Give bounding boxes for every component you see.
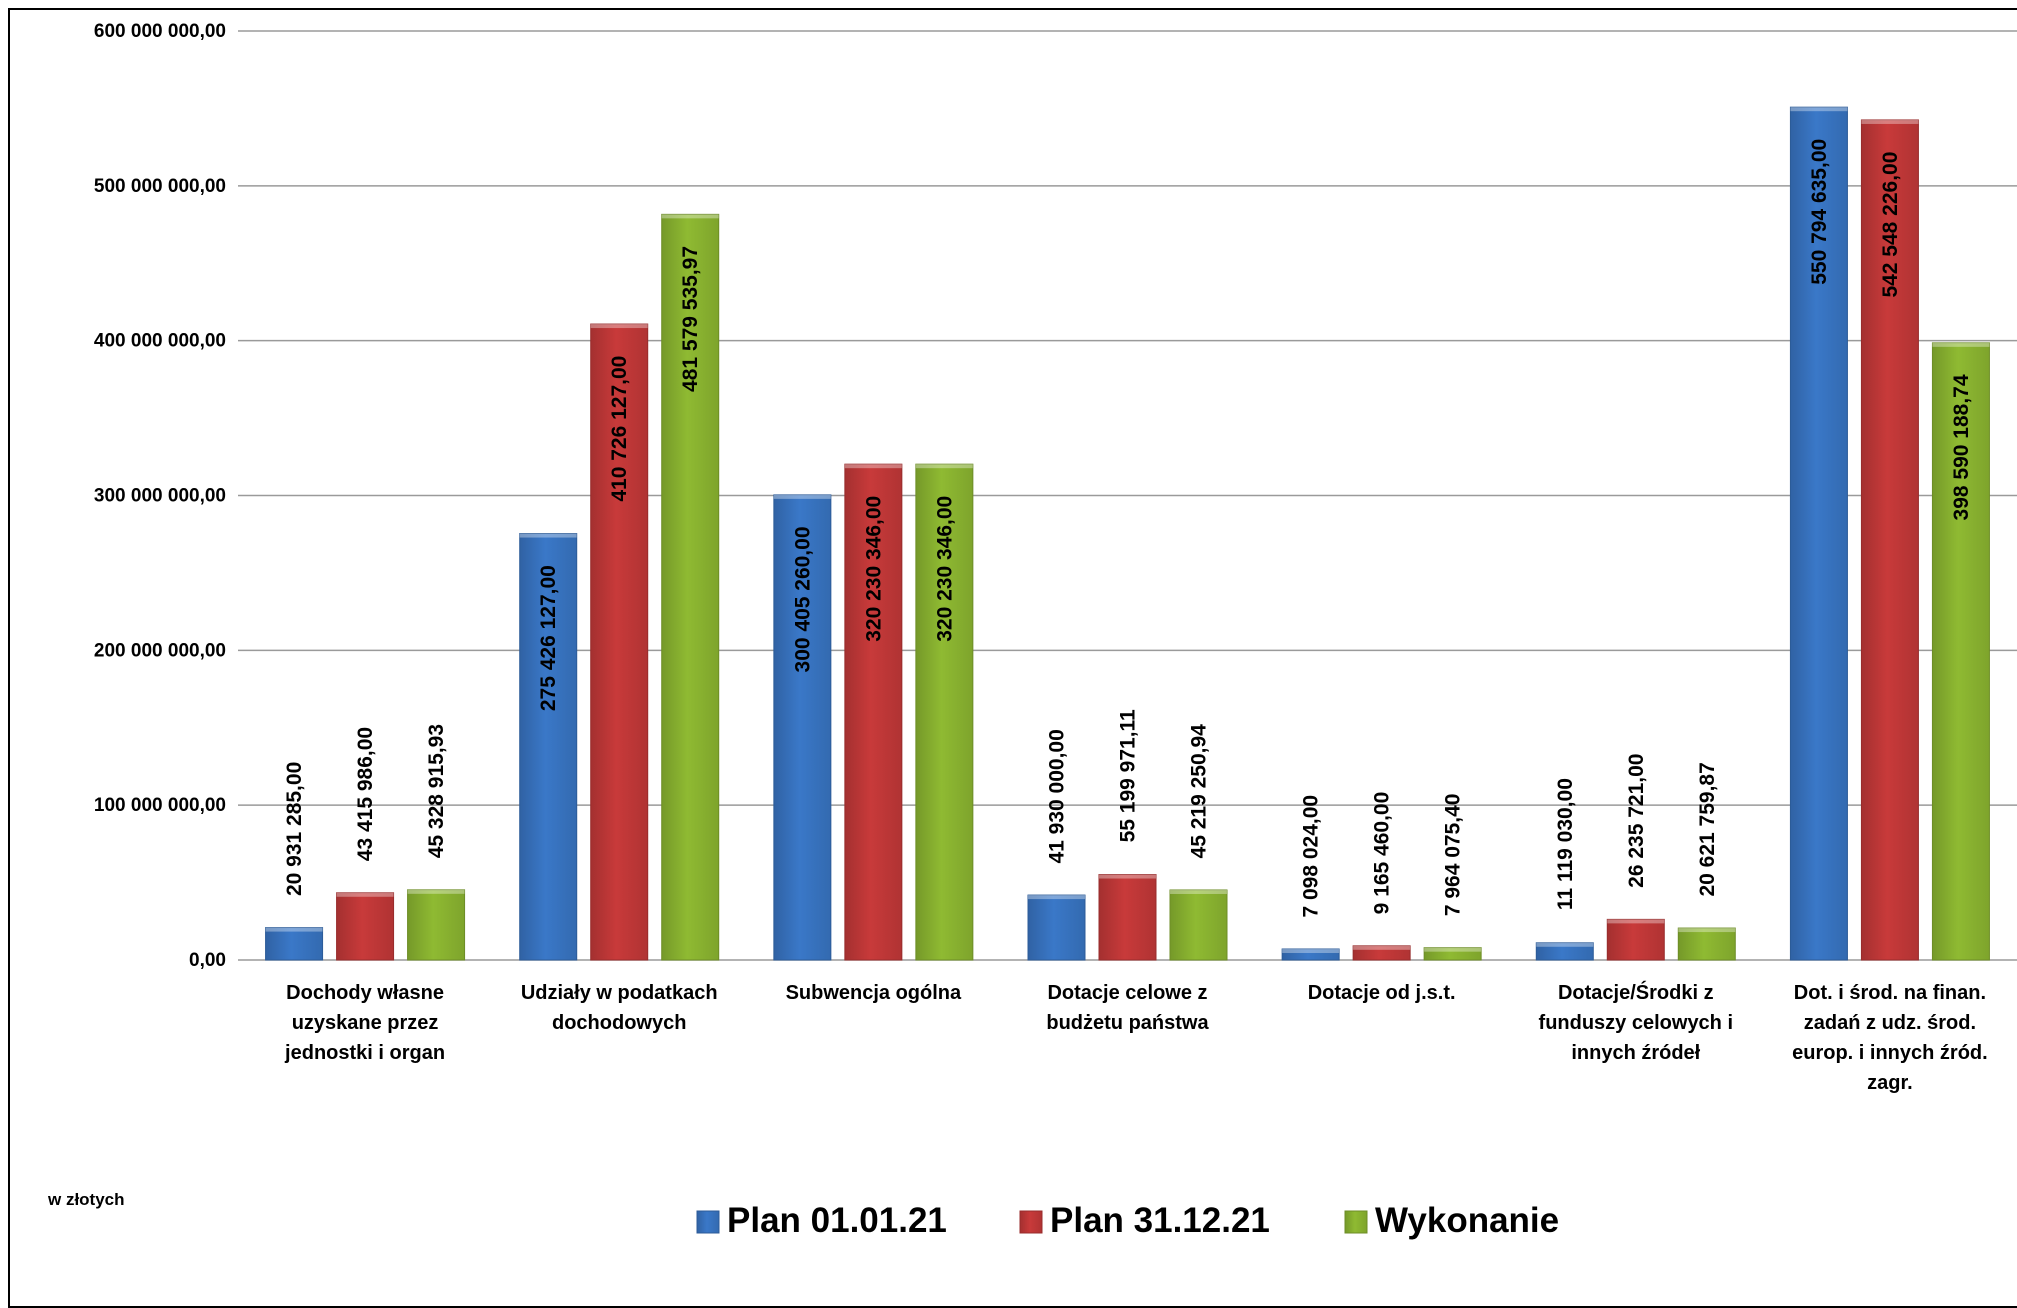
y-tick-label: 100 000 000,00 <box>94 795 226 816</box>
bar-top-highlight <box>407 889 465 894</box>
legend-swatch <box>1344 1210 1368 1234</box>
bar <box>407 889 466 961</box>
bar-top-highlight <box>1282 949 1340 954</box>
bar-top-highlight <box>265 927 323 932</box>
bar-top-highlight <box>336 892 394 897</box>
data-label: 320 230 346,00 <box>933 496 956 642</box>
data-label: 398 590 188,74 <box>1950 374 1973 520</box>
bar-top-highlight <box>1607 919 1665 924</box>
bar <box>519 533 578 961</box>
data-label: 300 405 260,00 <box>791 526 814 672</box>
x-category-label: Udziały w podatkach <box>521 982 718 1004</box>
y-tick-label: 600 000 000,00 <box>94 21 226 42</box>
bar <box>844 463 903 961</box>
data-label: 542 548 226,00 <box>1879 152 1902 298</box>
bar <box>1860 119 1919 961</box>
bar <box>1281 948 1340 961</box>
unit-note: w złotych <box>48 1190 125 1209</box>
x-category-label: Dochody własne <box>286 982 444 1004</box>
x-category-label: funduszy celowych i <box>1539 1012 1733 1034</box>
bar <box>773 494 832 961</box>
bar-top-highlight <box>1932 342 1990 347</box>
y-tick-label: 300 000 000,00 <box>94 486 226 507</box>
bar-top-highlight <box>1424 947 1482 952</box>
legend-swatch <box>1019 1210 1043 1234</box>
x-category-label: zadań z udz. środ. <box>1804 1012 1976 1034</box>
x-category-label: Dotacje/Środki z <box>1558 980 1714 1004</box>
x-category-label: jednostki i organ <box>284 1042 445 1064</box>
bar-top-highlight <box>1678 928 1736 933</box>
legend-swatch <box>696 1210 720 1234</box>
data-label: 26 235 721,00 <box>1625 754 1648 888</box>
data-label: 320 230 346,00 <box>862 496 885 642</box>
y-tick-label: 400 000 000,00 <box>94 331 226 352</box>
bar-top-highlight <box>1353 945 1411 950</box>
y-tick-label: 0,00 <box>189 950 226 971</box>
data-label: 9 165 460,00 <box>1371 792 1394 915</box>
data-label: 20 621 759,87 <box>1696 762 1719 896</box>
bar <box>590 323 649 961</box>
data-label: 45 219 250,94 <box>1188 724 1211 859</box>
data-label: 45 328 915,93 <box>425 724 448 858</box>
data-label: 20 931 285,00 <box>283 762 306 896</box>
bar-top-highlight <box>1170 889 1227 894</box>
bar <box>1027 894 1086 961</box>
bar-top-highlight <box>844 464 902 469</box>
data-label: 7 964 075,40 <box>1442 794 1465 917</box>
bar <box>915 463 974 961</box>
bar <box>1352 945 1411 961</box>
y-tick-label: 200 000 000,00 <box>94 640 226 661</box>
legend-label: Plan 01.01.21 <box>727 1201 947 1240</box>
data-label: 481 579 535,97 <box>679 246 702 392</box>
bar <box>1423 947 1482 961</box>
x-category-label: Dotacje od j.s.t. <box>1308 982 1456 1004</box>
legend-label: Wykonanie <box>1375 1201 1559 1240</box>
data-label: 7 098 024,00 <box>1300 795 1323 918</box>
bar-top-highlight <box>1099 874 1156 879</box>
legend-label: Plan 31.12.21 <box>1050 1201 1270 1240</box>
bar <box>1169 889 1228 961</box>
bar <box>1677 927 1736 961</box>
bar-top-highlight <box>1790 107 1848 112</box>
bar <box>661 213 720 961</box>
x-category-label: Dot. i środ. na finan. <box>1794 982 1986 1004</box>
x-category-label: europ. i innych źród. <box>1792 1042 1988 1064</box>
bar-top-highlight <box>1536 942 1594 947</box>
y-tick-label: 500 000 000,00 <box>94 176 226 197</box>
data-label: 550 794 635,00 <box>1808 139 1831 285</box>
data-label: 55 199 971,11 <box>1117 709 1140 842</box>
x-category-label: dochodowych <box>552 1012 686 1034</box>
bar-top-highlight <box>773 494 831 499</box>
bar <box>1931 342 1990 961</box>
bar-top-highlight <box>1861 119 1919 124</box>
x-category-label: budżetu państwa <box>1046 1012 1209 1034</box>
data-label: 41 930 000,00 <box>1046 729 1069 863</box>
data-label: 11 119 030,00 <box>1554 778 1577 910</box>
data-label: 410 726 127,00 <box>608 356 631 502</box>
bar <box>1098 874 1157 961</box>
bar-top-highlight <box>590 324 648 329</box>
bar-top-highlight <box>1028 895 1085 900</box>
data-label: 275 426 127,00 <box>537 565 560 711</box>
chart-frame <box>8 8 2017 1308</box>
x-category-label: Subwencja ogólna <box>786 982 962 1004</box>
bar <box>1789 106 1848 961</box>
x-category-label: Dotacje celowe z <box>1047 982 1207 1004</box>
bar-top-highlight <box>661 214 719 219</box>
bar <box>265 927 324 961</box>
data-label: 43 415 986,00 <box>354 727 377 861</box>
x-category-label: zagr. <box>1867 1072 1913 1094</box>
bar <box>336 892 395 961</box>
bar <box>1606 918 1665 961</box>
bar-top-highlight <box>519 533 577 538</box>
bar <box>1535 942 1594 961</box>
x-category-label: innych źródeł <box>1571 1042 1700 1064</box>
x-category-label: uzyskane przez <box>292 1012 439 1034</box>
bar-top-highlight <box>915 464 973 469</box>
